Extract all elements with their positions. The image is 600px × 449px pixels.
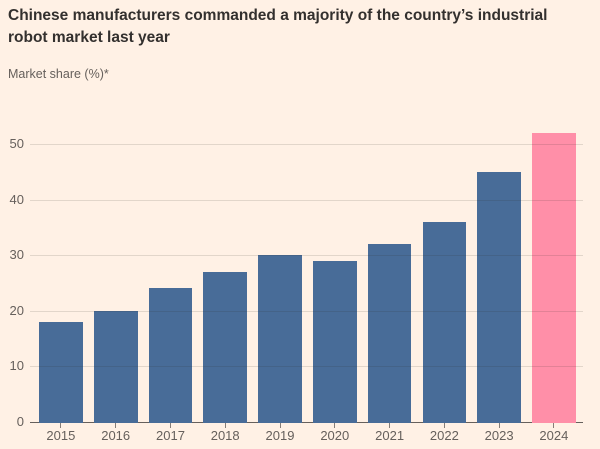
y-tick-label-0: 0 — [16, 413, 24, 429]
x-axis-line — [30, 421, 583, 423]
x-tick-label-2023: 2023 — [484, 428, 514, 443]
x-tick-label-2018: 2018 — [210, 428, 240, 443]
x-tick-2021 — [389, 423, 391, 428]
x-tick-2020 — [334, 423, 336, 428]
gridline-20 — [30, 310, 583, 312]
bar-2024 — [532, 132, 576, 423]
x-tick-2015 — [60, 423, 62, 428]
x-tick-label-2022: 2022 — [429, 428, 459, 443]
y-tick-label-20: 20 — [9, 302, 24, 318]
x-tick-label-2017: 2017 — [156, 428, 185, 443]
gridline-30 — [30, 255, 583, 256]
bar-2022 — [422, 221, 467, 423]
chart-title: Chinese manufacturers commanded a majori… — [8, 7, 548, 46]
x-tick-2024 — [553, 423, 555, 428]
bar-2015 — [39, 321, 83, 423]
x-tick-label-2019: 2019 — [265, 428, 295, 443]
x-tick-label-2016: 2016 — [101, 428, 131, 443]
x-tick-2019 — [279, 423, 281, 428]
x-tick-2022 — [443, 423, 445, 428]
x-tick-2016 — [115, 423, 117, 428]
y-tick-label-30: 30 — [9, 247, 24, 262]
gridline-50 — [30, 144, 583, 145]
bar-2021 — [367, 243, 412, 423]
bar-2019 — [258, 255, 302, 423]
x-tick-label-2024: 2024 — [539, 428, 569, 443]
x-tick-2023 — [498, 423, 500, 428]
gridline-10 — [30, 366, 583, 367]
y-tick-label-10: 10 — [9, 358, 24, 373]
bar-2016 — [93, 310, 138, 423]
x-tick-label-2020: 2020 — [320, 428, 350, 443]
bar-2018 — [203, 271, 248, 423]
x-tick-2018 — [224, 423, 226, 428]
bar-2017 — [148, 288, 193, 423]
x-tick-2017 — [170, 423, 171, 428]
gridline-40 — [30, 199, 583, 201]
bar-2020 — [312, 260, 357, 423]
x-tick-label-2015: 2015 — [46, 428, 76, 443]
y-tick-label-40: 40 — [9, 191, 24, 207]
bar-2023 — [477, 171, 521, 424]
x-tick-label-2021: 2021 — [375, 428, 405, 443]
y-tick-label-50: 50 — [9, 136, 24, 151]
chart-subtitle: Market share (%)* — [8, 67, 109, 81]
